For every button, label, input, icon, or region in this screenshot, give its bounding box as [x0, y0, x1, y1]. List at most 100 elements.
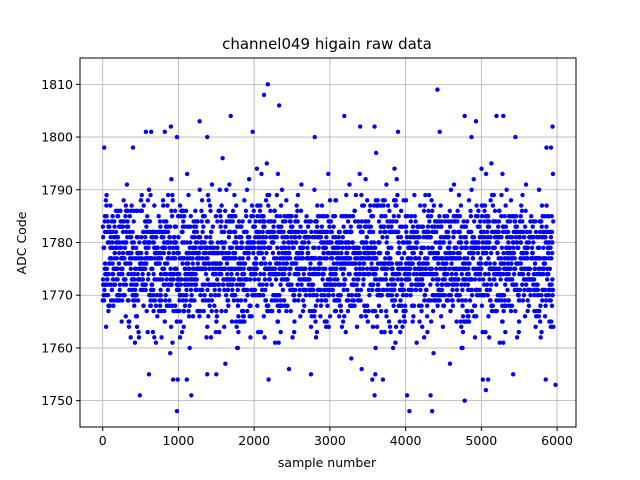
data-point: [393, 324, 399, 330]
data-point: [520, 192, 525, 198]
data-point: [238, 298, 244, 303]
data-point: [262, 277, 268, 282]
data-point: [195, 240, 200, 245]
data-point: [327, 314, 333, 319]
data-point: [348, 224, 354, 229]
data-point: [254, 266, 259, 272]
data-point: [421, 245, 427, 250]
data-point: [398, 208, 404, 214]
data-point: [366, 287, 372, 293]
data-point: [388, 329, 393, 335]
data-point: [455, 208, 460, 214]
data-point: [469, 187, 474, 192]
data-point: [134, 314, 140, 319]
data-point: [187, 266, 192, 272]
data-point: [401, 287, 407, 293]
data-point: [217, 329, 222, 335]
data-point: [129, 250, 134, 256]
data-point: [205, 219, 211, 224]
data-point: [291, 245, 296, 250]
data-point-outlier: [462, 398, 467, 403]
data-point: [361, 261, 367, 266]
data-point: [521, 293, 527, 298]
data-point: [212, 287, 217, 293]
data-point: [387, 208, 392, 214]
data-point: [295, 208, 300, 214]
data-point: [308, 261, 313, 266]
data-point: [438, 245, 443, 250]
data-point: [362, 308, 368, 314]
data-point: [283, 245, 288, 250]
data-point: [261, 256, 267, 261]
data-point: [148, 192, 153, 198]
data-point: [550, 240, 555, 245]
data-point: [174, 319, 179, 324]
data-point: [448, 308, 453, 314]
data-point: [347, 182, 352, 187]
data-point: [302, 240, 307, 245]
data-point: [477, 287, 482, 293]
data-point: [430, 245, 435, 250]
data-point: [272, 266, 278, 272]
data-point: [329, 240, 334, 245]
data-point: [177, 203, 183, 208]
data-point: [368, 224, 374, 229]
data-point: [281, 229, 286, 235]
data-point: [401, 240, 406, 245]
data-point: [385, 250, 390, 256]
data-point: [108, 235, 113, 240]
data-point: [367, 293, 372, 298]
data-point: [366, 308, 371, 314]
data-point: [522, 314, 528, 319]
data-point: [309, 229, 314, 235]
data-point: [120, 271, 125, 277]
data-point: [414, 340, 419, 345]
data-point: [444, 213, 450, 219]
data-point-outlier: [510, 372, 516, 377]
data-point: [366, 219, 371, 224]
data-point: [342, 314, 347, 319]
data-point: [133, 266, 139, 272]
data-point: [465, 256, 470, 261]
data-point: [374, 256, 379, 261]
data-point: [337, 229, 343, 235]
data-point: [388, 256, 393, 261]
data-point: [213, 213, 219, 219]
data-point: [470, 256, 476, 261]
data-point: [461, 219, 466, 224]
data-point: [303, 266, 308, 272]
data-point: [172, 235, 177, 240]
data-point: [270, 308, 275, 314]
data-point: [528, 293, 533, 298]
data-point: [509, 303, 515, 308]
data-point: [457, 213, 463, 219]
data-point: [528, 287, 533, 293]
data-point: [423, 266, 429, 272]
data-point: [508, 198, 514, 203]
data-point: [181, 308, 187, 314]
data-point: [531, 282, 536, 287]
data-point: [195, 219, 200, 224]
data-point: [325, 229, 330, 235]
data-point: [414, 240, 420, 245]
data-point: [358, 287, 364, 293]
data-point: [391, 303, 396, 308]
data-point: [389, 261, 395, 266]
data-point: [141, 303, 146, 308]
data-point: [414, 245, 419, 250]
data-point: [441, 240, 446, 245]
data-point: [351, 298, 356, 303]
data-point: [318, 261, 323, 266]
data-point: [485, 229, 490, 235]
data-point: [318, 235, 324, 240]
data-point: [468, 208, 473, 214]
data-point: [488, 235, 493, 240]
data-point: [430, 277, 436, 282]
data-point: [287, 240, 292, 245]
data-point: [296, 229, 301, 235]
data-point: [442, 277, 447, 282]
data-point: [208, 293, 214, 298]
data-point: [457, 250, 462, 256]
data-point: [289, 213, 294, 219]
data-point: [549, 213, 554, 219]
